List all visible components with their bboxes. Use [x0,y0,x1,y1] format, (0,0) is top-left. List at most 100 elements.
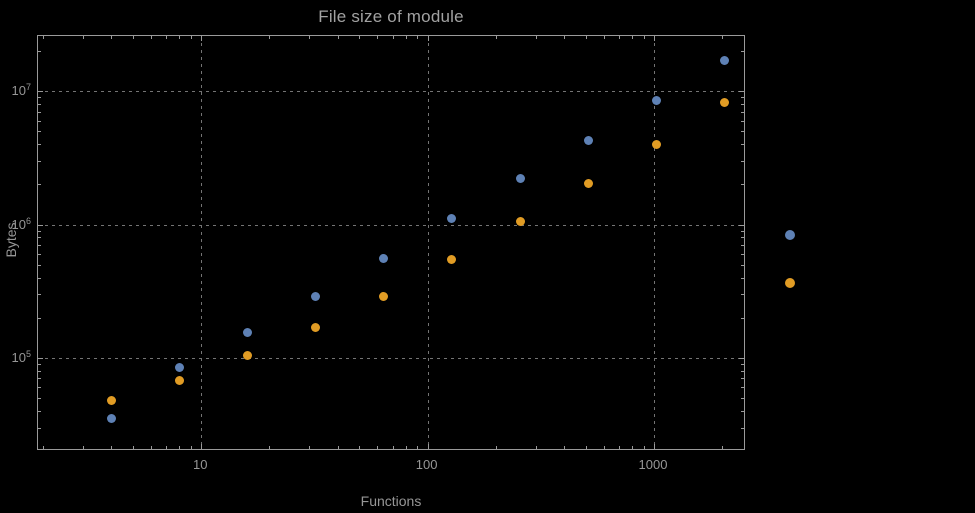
y-minor-tick [38,254,41,256]
x-minor-tick [603,446,605,449]
x-minor-tick [643,446,645,449]
x-minor-tick [632,446,634,449]
legend-marker-series-1 [785,230,795,240]
x-minor-tick [82,446,84,449]
y-minor-tick [741,387,744,389]
x-minor-tick [166,446,168,449]
x-minor-tick [722,36,724,39]
y-minor-tick [38,264,41,266]
data-point-series-2 [719,98,729,108]
data-point-series-1 [242,327,252,337]
x-minor-tick [166,36,168,39]
y-minor-tick [741,245,744,247]
x-minor-tick [151,446,153,449]
data-point-series-2 [106,395,116,405]
plot-legend [785,230,795,288]
y-major-tick [739,91,744,93]
x-minor-tick [495,446,497,449]
x-gridline [653,36,655,449]
y-gridline [38,224,744,226]
y-minor-tick [741,254,744,256]
x-minor-tick [377,36,379,39]
data-point-series-2 [174,375,184,385]
x-minor-tick [359,446,361,449]
x-minor-tick [377,446,379,449]
y-minor-tick [741,160,744,162]
x-minor-tick [585,446,587,449]
x-minor-tick [179,36,181,39]
y-minor-tick [38,317,41,319]
y-minor-tick [38,144,41,146]
x-minor-tick [618,446,620,449]
y-gridline [38,357,744,359]
x-minor-tick [133,446,135,449]
x-minor-tick [643,36,645,39]
x-major-tick [427,444,429,449]
y-tick-label: 106 [11,215,31,232]
x-minor-tick [563,36,565,39]
y-minor-tick [741,277,744,279]
x-minor-tick [417,36,419,39]
x-major-tick [201,36,203,41]
x-minor-tick [392,36,394,39]
y-gridline [38,91,744,93]
x-minor-tick [82,36,84,39]
y-minor-tick [741,410,744,412]
data-point-series-2 [515,217,525,227]
x-minor-tick [535,446,537,449]
x-minor-tick [405,36,407,39]
y-minor-tick [38,387,41,389]
x-major-tick [201,444,203,449]
y-major-tick [739,357,744,359]
y-tick-label: 107 [11,82,31,99]
y-minor-tick [38,378,41,380]
x-minor-tick [405,446,407,449]
x-minor-tick [190,446,192,449]
y-minor-tick [38,120,41,122]
y-minor-tick [741,378,744,380]
x-tick-label: 100 [415,457,438,472]
data-point-series-2 [379,291,389,301]
y-tick-label: 105 [11,348,31,366]
y-minor-tick [38,277,41,279]
x-minor-tick [563,446,565,449]
y-minor-tick [38,111,41,113]
data-point-series-1 [311,291,321,301]
x-minor-tick [495,36,497,39]
data-point-series-2 [311,322,321,332]
y-minor-tick [38,370,41,372]
x-minor-tick [269,36,271,39]
x-axis-label: Functions [360,493,422,509]
y-minor-tick [741,97,744,99]
x-minor-tick [722,446,724,449]
x-minor-tick [111,36,113,39]
data-point-series-2 [651,139,661,149]
y-major-tick [739,224,744,226]
x-minor-tick [603,36,605,39]
y-minor-tick [38,237,41,239]
data-point-series-1 [174,362,184,372]
y-minor-tick [741,427,744,429]
y-minor-tick [38,131,41,133]
data-point-series-1 [719,56,729,66]
y-minor-tick [741,120,744,122]
x-major-tick [653,444,655,449]
y-minor-tick [741,184,744,186]
x-minor-tick [269,446,271,449]
x-minor-tick [133,36,135,39]
x-minor-tick [43,446,45,449]
y-minor-tick [38,363,41,365]
y-minor-tick [741,264,744,266]
y-minor-tick [38,230,41,232]
x-minor-tick [417,446,419,449]
y-minor-tick [741,397,744,399]
legend-marker-series-2 [785,278,795,288]
x-gridline [427,36,429,449]
data-point-series-2 [242,350,252,360]
x-minor-tick [632,36,634,39]
x-minor-tick [359,36,361,39]
x-major-tick [427,36,429,41]
x-gridline [201,36,203,449]
y-minor-tick [38,397,41,399]
